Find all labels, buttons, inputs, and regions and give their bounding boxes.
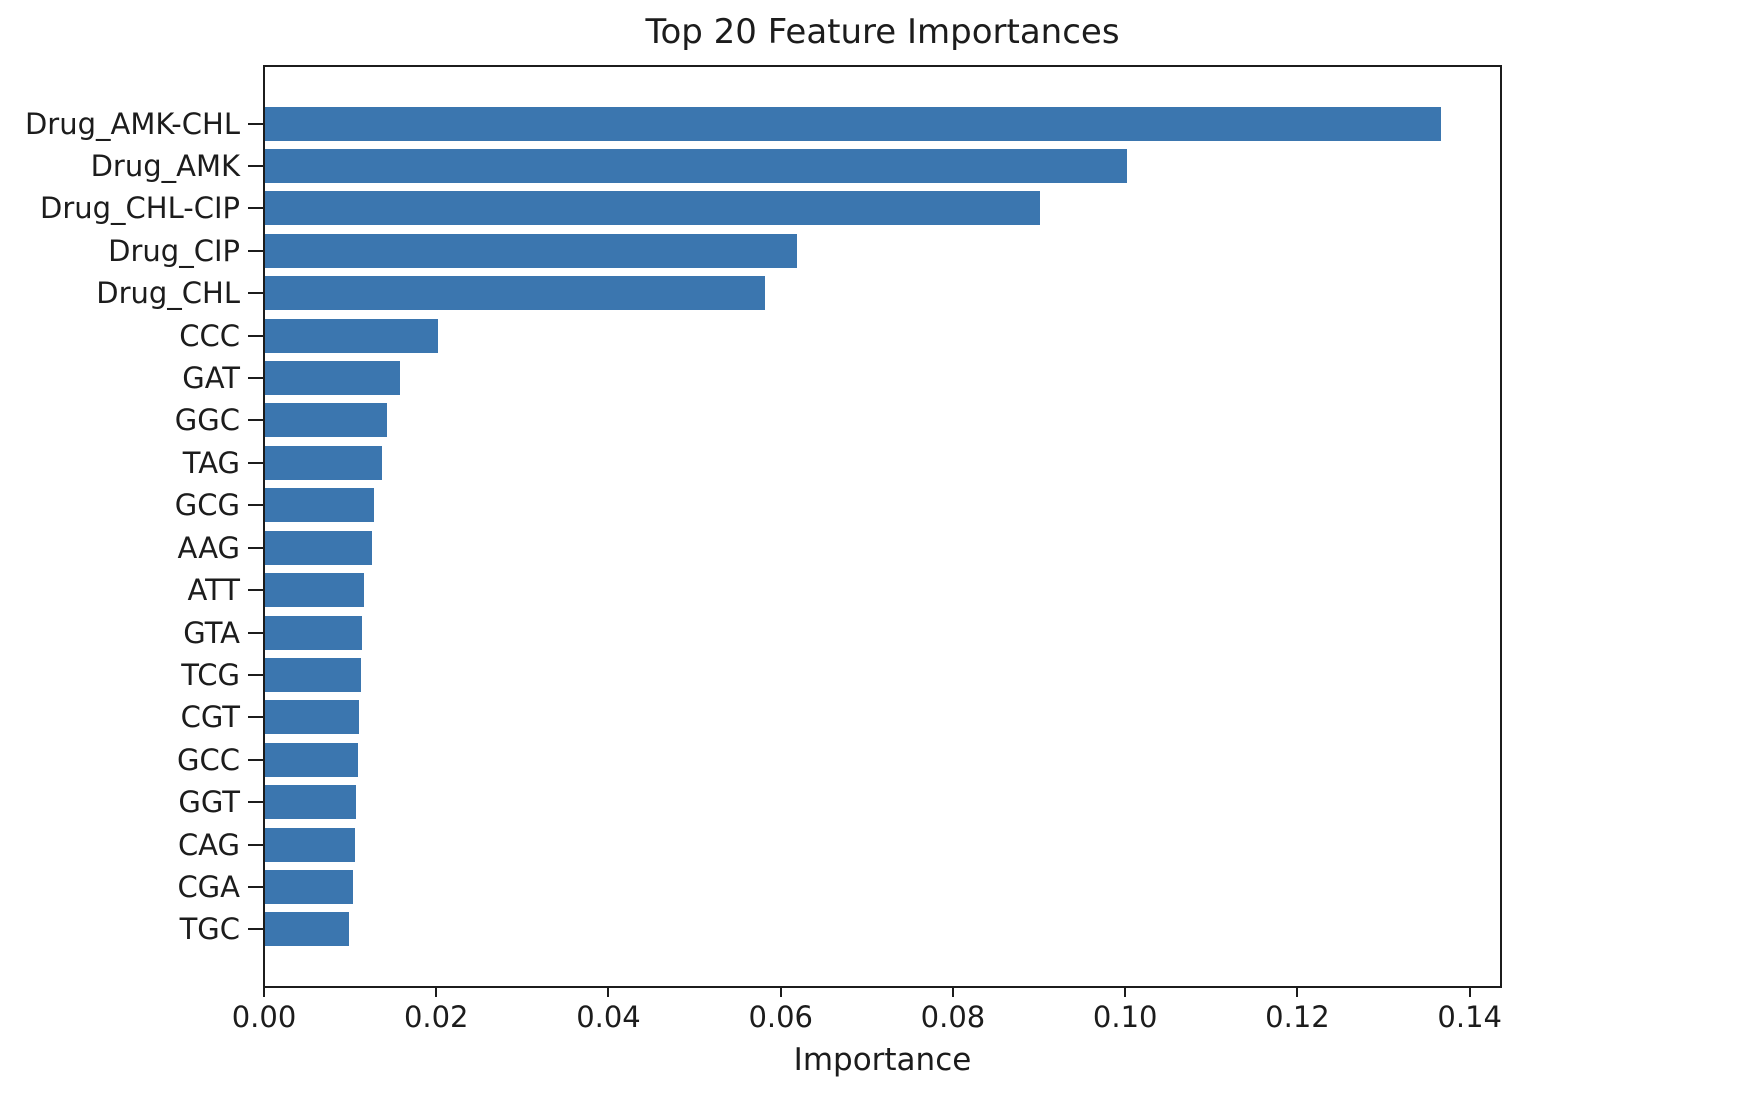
y-label-GAT: GAT — [182, 361, 240, 396]
y-tick-Drug_CHL-CIP — [248, 207, 263, 210]
bar-Drug_AMK-CHL — [265, 106, 1441, 141]
y-tick-CAG — [248, 843, 263, 846]
bar-Drug_AMK — [265, 148, 1128, 183]
y-label-ATT: ATT — [187, 573, 240, 608]
y-label-Drug_CIP: Drug_CIP — [108, 233, 240, 268]
x-tick-0.12 — [1296, 987, 1299, 997]
y-tick-GCC — [248, 758, 263, 761]
bar-GCC — [265, 742, 358, 777]
y-label-CGT: CGT — [180, 700, 240, 735]
x-tick-0.02 — [435, 987, 438, 997]
y-label-TCG: TCG — [181, 657, 240, 692]
y-tick-Drug_CHL — [248, 292, 263, 295]
bar-TAG — [265, 445, 383, 480]
y-tick-GGC — [248, 419, 263, 422]
x-tick-0.06 — [779, 987, 782, 997]
bar-TGC — [265, 912, 350, 947]
bar-GAT — [265, 361, 401, 396]
y-tick-TAG — [248, 461, 263, 464]
y-tick-TCG — [248, 673, 263, 676]
bar-ATT — [265, 573, 365, 608]
plot-area — [263, 65, 1502, 988]
x-tick-label-0.02: 0.02 — [403, 1000, 469, 1034]
y-label-CCC: CCC — [179, 318, 240, 353]
y-tick-GAT — [248, 377, 263, 380]
x-tick-label-0.10: 0.10 — [1092, 1000, 1158, 1034]
y-label-CAG: CAG — [177, 827, 240, 862]
y-tick-Drug_AMK-CHL — [248, 122, 263, 125]
bar-CGT — [265, 700, 359, 735]
y-label-Drug_CHL: Drug_CHL — [96, 276, 240, 311]
x-tick-0.14 — [1468, 987, 1471, 997]
x-axis-label: Importance — [793, 1042, 972, 1078]
x-tick-0.08 — [951, 987, 954, 997]
x-tick-label-0.00: 0.00 — [231, 1000, 297, 1034]
x-tick-label-0.14: 0.14 — [1437, 1000, 1502, 1034]
y-label-Drug_AMK: Drug_AMK — [90, 148, 240, 183]
bar-GGT — [265, 785, 357, 820]
y-tick-GTA — [248, 631, 263, 634]
y-label-GCG: GCG — [174, 488, 240, 523]
x-tick-label-0.04: 0.04 — [576, 1000, 641, 1034]
bar-CCC — [265, 318, 439, 353]
y-label-GGT: GGT — [178, 785, 240, 820]
bar-TCG — [265, 657, 361, 692]
y-tick-GCG — [248, 504, 263, 507]
chart-title: Top 20 Feature Importances — [645, 12, 1120, 52]
y-tick-AAG — [248, 546, 263, 549]
x-tick-label-0.06: 0.06 — [748, 1000, 814, 1034]
y-label-TAG: TAG — [182, 445, 240, 480]
y-label-GTA: GTA — [183, 615, 240, 650]
bar-AAG — [265, 530, 372, 565]
y-label-AAG: AAG — [177, 530, 240, 565]
bar-Drug_CHL-CIP — [265, 191, 1041, 226]
y-label-GCC: GCC — [177, 742, 240, 777]
y-label-TGC: TGC — [179, 912, 240, 947]
bar-GGC — [265, 403, 388, 438]
y-label-CGA: CGA — [177, 870, 240, 905]
y-tick-CGA — [248, 886, 263, 889]
x-tick-0.10 — [1124, 987, 1127, 997]
x-tick-label-0.08: 0.08 — [920, 1000, 986, 1034]
y-tick-ATT — [248, 589, 263, 592]
x-tick-0.04 — [607, 987, 610, 997]
y-tick-Drug_CIP — [248, 249, 263, 252]
bar-GTA — [265, 615, 363, 650]
bar-GCG — [265, 488, 375, 523]
y-label-GGC: GGC — [174, 403, 240, 438]
y-label-Drug_AMK-CHL: Drug_AMK-CHL — [24, 106, 240, 141]
y-label-Drug_CHL-CIP: Drug_CHL-CIP — [40, 191, 240, 226]
y-tick-CGT — [248, 716, 263, 719]
x-tick-0.00 — [263, 987, 265, 997]
bar-Drug_CHL — [265, 276, 765, 311]
bar-Drug_CIP — [265, 233, 798, 268]
y-tick-GGT — [248, 801, 263, 804]
bar-CAG — [265, 827, 355, 862]
y-tick-CCC — [248, 334, 263, 337]
y-tick-Drug_AMK — [248, 164, 263, 167]
y-tick-TGC — [248, 928, 263, 931]
bar-CGA — [265, 870, 353, 905]
x-tick-label-0.12: 0.12 — [1265, 1000, 1330, 1034]
